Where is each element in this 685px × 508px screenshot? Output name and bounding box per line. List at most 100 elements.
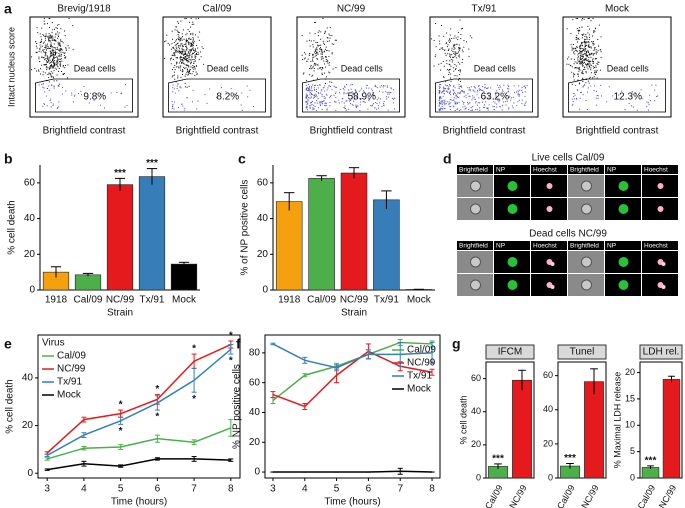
live-dot (590, 56, 592, 58)
live-dot (309, 45, 311, 47)
x-tick-label: NC/99 (340, 295, 369, 306)
live-dot (53, 47, 55, 49)
live-dot (187, 41, 189, 43)
dead-dot (351, 104, 353, 106)
dead-dot (508, 107, 510, 109)
live-dot (44, 59, 46, 61)
live-dot (582, 55, 584, 57)
live-dot (188, 70, 190, 72)
live-dot (320, 38, 322, 40)
live-dot (586, 66, 588, 68)
dead-dot (390, 88, 392, 90)
live-dot (579, 52, 581, 54)
dead-dot (350, 100, 352, 102)
dead-dot (348, 108, 350, 110)
y-axis-label: % cell death (458, 395, 468, 444)
live-dot (570, 58, 572, 60)
series-line (46, 343, 232, 454)
live-dot (590, 69, 592, 71)
cell (470, 180, 481, 192)
live-dot (314, 33, 316, 35)
dead-dot (472, 95, 474, 97)
live-dot (308, 55, 310, 57)
live-dot (67, 45, 69, 47)
live-dot (55, 33, 57, 35)
live-dot (187, 71, 189, 73)
dead-dot (438, 104, 440, 106)
live-dot (452, 67, 454, 69)
live-dot (582, 18, 584, 19)
dead-dot (351, 84, 353, 86)
live-dot (180, 39, 182, 41)
gate (167, 78, 267, 113)
live-dot (590, 53, 592, 55)
dead-dot (475, 102, 477, 104)
live-dot (189, 69, 191, 71)
live-dot (181, 51, 183, 53)
live-dot (585, 59, 587, 61)
live-dot (184, 56, 186, 58)
dead-dot (306, 106, 308, 108)
dead-dot (464, 105, 466, 107)
dead-dot (319, 103, 321, 105)
live-dot (184, 58, 186, 60)
dead-dot (447, 86, 449, 88)
bar (512, 379, 532, 479)
live-dot (59, 42, 61, 44)
live-dot (191, 48, 193, 50)
live-dot (58, 67, 60, 69)
dead-dot (174, 92, 176, 94)
live-dot (595, 66, 597, 68)
live-dot (180, 20, 182, 22)
live-dot (52, 72, 54, 74)
live-dot (60, 61, 62, 63)
live-dot (195, 18, 197, 20)
live-dot (447, 44, 449, 46)
live-dot (58, 23, 60, 25)
live-dot (583, 60, 585, 62)
live-dot (50, 35, 52, 37)
dead-dot (473, 90, 475, 92)
live-dot (457, 31, 459, 33)
live-dot (195, 71, 197, 73)
live-dot (586, 51, 588, 53)
significance: * (192, 394, 196, 405)
live-dot (584, 45, 586, 47)
plot-frame (264, 334, 441, 479)
live-dot (51, 52, 53, 54)
dead-dot (510, 97, 512, 99)
live-dot (58, 32, 60, 34)
significance: * (229, 331, 233, 342)
live-dot (195, 51, 197, 53)
column-header-bg (494, 165, 530, 174)
live-dot (573, 48, 575, 50)
live-dot (49, 37, 51, 39)
live-dot (597, 50, 599, 52)
live-dot (61, 60, 63, 62)
live-dot (194, 56, 196, 58)
dead-dot (507, 108, 509, 110)
live-dot (321, 51, 323, 53)
live-dot (595, 51, 597, 53)
live-dot (176, 43, 178, 45)
dead-dot (104, 107, 106, 109)
live-dot (457, 47, 459, 49)
live-dot (48, 39, 50, 41)
live-dot (179, 40, 181, 42)
dead-dot (345, 100, 347, 102)
live-dot (322, 18, 324, 19)
y-tick-label: 20 (257, 249, 269, 260)
live-dot (581, 44, 583, 46)
live-dot (49, 66, 51, 68)
live-dot (49, 54, 51, 56)
live-dot (50, 46, 52, 48)
live-dot (52, 29, 54, 31)
dead-dot (384, 85, 386, 87)
live-dot (449, 53, 451, 55)
live-dot (585, 44, 587, 46)
live-dot (587, 49, 589, 51)
dead-dot (334, 101, 336, 103)
live-dot (446, 63, 448, 65)
live-dot (186, 65, 188, 67)
dead-dot (438, 105, 440, 107)
